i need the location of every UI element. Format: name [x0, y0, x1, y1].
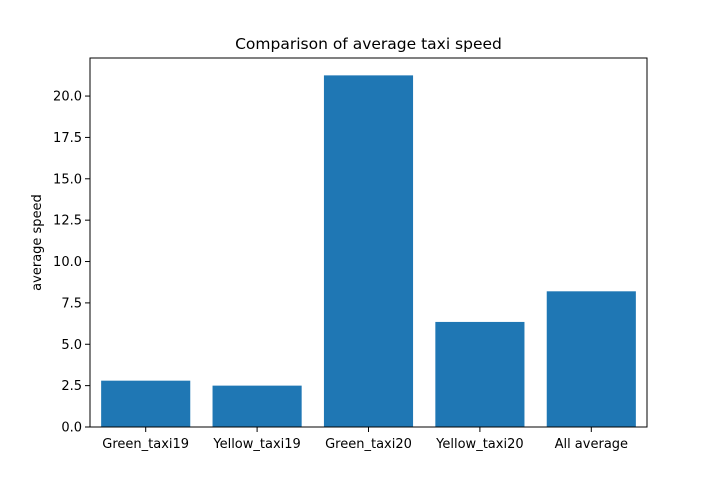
- bars-layer: [101, 75, 636, 428]
- y-tick-label: 2.5: [61, 379, 82, 394]
- x-tick-label: All average: [555, 437, 628, 452]
- x-tick-label: Green_taxi19: [102, 437, 189, 452]
- y-axis-ticks: 0.0 2.5 5.0 7.5 10.0 12.5 15.0 17.5 20.0: [53, 90, 90, 436]
- x-tick-label: Green_taxi20: [325, 437, 412, 452]
- bar: [101, 380, 191, 427]
- x-axis-ticks: Green_taxi19 Yellow_taxi19 Green_taxi20 Yel…: [102, 427, 628, 452]
- bar: [212, 385, 302, 427]
- y-tick-label: 20.0: [53, 90, 82, 105]
- x-tick-label: Yellow_taxi20: [435, 437, 523, 452]
- plot-frame: [89, 57, 648, 428]
- y-tick-label: 12.5: [53, 214, 82, 229]
- y-tick-label: 15.0: [53, 172, 82, 187]
- chart-title: Comparison of average taxi speed: [235, 35, 502, 53]
- y-axis-label: average speed: [30, 194, 45, 291]
- bar: [435, 321, 525, 427]
- y-tick-label: 7.5: [61, 296, 82, 311]
- x-tick-label: Yellow_taxi19: [212, 437, 300, 452]
- bar: [546, 291, 636, 427]
- bar: [323, 75, 414, 428]
- y-tick-label: 5.0: [61, 338, 82, 353]
- y-tick-label: 0.0: [61, 421, 82, 436]
- y-tick-label: 17.5: [53, 131, 82, 146]
- y-tick-label: 10.0: [53, 255, 82, 270]
